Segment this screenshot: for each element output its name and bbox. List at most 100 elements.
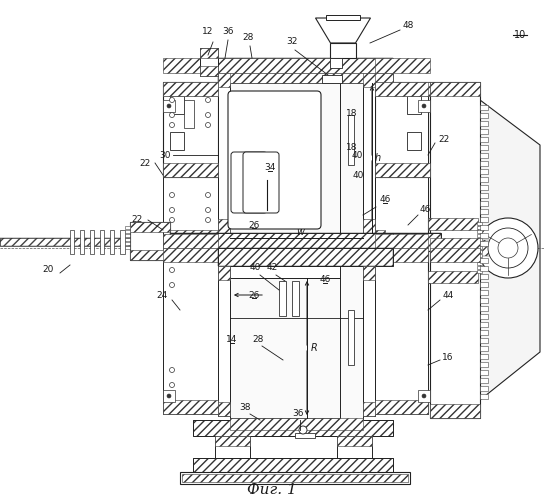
Bar bbox=[480, 129, 488, 134]
Bar bbox=[477, 234, 482, 237]
Bar bbox=[477, 250, 482, 253]
Bar bbox=[363, 266, 375, 280]
Bar bbox=[428, 218, 478, 230]
Bar bbox=[180, 472, 410, 484]
Bar bbox=[480, 233, 488, 238]
Bar bbox=[326, 15, 360, 20]
Text: R: R bbox=[311, 343, 317, 353]
Bar bbox=[348, 115, 354, 165]
Bar bbox=[125, 238, 130, 241]
Bar bbox=[477, 242, 482, 245]
Bar bbox=[163, 234, 218, 248]
Bar bbox=[480, 258, 488, 263]
Bar bbox=[480, 145, 488, 150]
Bar bbox=[337, 436, 372, 458]
Text: 46: 46 bbox=[379, 196, 391, 204]
Bar bbox=[230, 266, 363, 278]
Bar bbox=[478, 240, 508, 256]
Bar bbox=[70, 230, 74, 254]
Bar bbox=[348, 310, 354, 365]
Circle shape bbox=[206, 192, 211, 198]
Bar bbox=[230, 83, 363, 233]
Text: 12: 12 bbox=[202, 28, 214, 36]
Circle shape bbox=[206, 112, 211, 117]
Bar bbox=[218, 58, 393, 83]
Bar bbox=[200, 48, 218, 76]
Circle shape bbox=[478, 218, 538, 278]
Bar bbox=[193, 458, 393, 472]
Bar bbox=[0, 238, 163, 246]
Circle shape bbox=[206, 218, 211, 222]
Text: 16: 16 bbox=[442, 354, 454, 362]
Bar bbox=[163, 82, 218, 96]
Bar bbox=[218, 58, 393, 83]
Bar bbox=[375, 400, 428, 414]
Text: 48: 48 bbox=[403, 20, 413, 30]
Bar bbox=[480, 225, 488, 230]
Bar bbox=[480, 105, 488, 110]
Bar bbox=[480, 137, 488, 142]
Bar bbox=[480, 330, 488, 335]
Bar bbox=[295, 433, 315, 438]
Bar bbox=[480, 306, 488, 311]
Bar bbox=[393, 233, 441, 251]
Circle shape bbox=[170, 282, 175, 288]
Circle shape bbox=[170, 382, 175, 388]
Text: 38: 38 bbox=[239, 404, 251, 412]
Bar bbox=[375, 58, 430, 73]
Text: 42: 42 bbox=[267, 264, 277, 272]
Text: 28: 28 bbox=[252, 336, 264, 344]
Bar bbox=[337, 436, 372, 446]
Bar bbox=[363, 266, 375, 416]
Bar bbox=[163, 163, 218, 177]
Bar bbox=[480, 314, 488, 319]
Bar bbox=[480, 169, 488, 174]
Circle shape bbox=[170, 268, 175, 272]
Bar bbox=[477, 270, 482, 273]
Circle shape bbox=[170, 218, 175, 222]
Circle shape bbox=[167, 104, 171, 108]
Bar bbox=[480, 193, 488, 198]
Bar bbox=[375, 248, 428, 262]
Bar bbox=[477, 262, 482, 265]
Circle shape bbox=[206, 122, 211, 128]
Bar bbox=[200, 66, 218, 76]
Bar bbox=[375, 82, 428, 96]
Bar bbox=[184, 100, 194, 128]
Bar bbox=[125, 226, 130, 229]
Bar bbox=[480, 153, 488, 158]
Bar bbox=[480, 113, 488, 118]
Bar bbox=[430, 82, 480, 252]
Text: 22: 22 bbox=[438, 136, 450, 144]
Bar bbox=[480, 274, 488, 279]
Bar bbox=[407, 96, 421, 114]
Bar bbox=[218, 219, 230, 233]
Bar bbox=[322, 75, 342, 83]
Bar bbox=[375, 248, 428, 414]
Bar bbox=[182, 474, 408, 482]
Circle shape bbox=[170, 192, 175, 198]
Text: 26: 26 bbox=[248, 220, 259, 230]
Text: 24: 24 bbox=[156, 290, 168, 300]
Bar bbox=[163, 248, 218, 262]
Bar bbox=[125, 230, 130, 233]
Bar bbox=[100, 230, 104, 254]
Bar bbox=[130, 222, 170, 260]
Bar bbox=[428, 218, 478, 283]
Bar bbox=[480, 370, 488, 375]
Bar bbox=[218, 233, 393, 251]
Bar bbox=[218, 73, 230, 233]
Bar bbox=[170, 96, 184, 114]
Bar bbox=[480, 217, 488, 222]
Circle shape bbox=[498, 238, 518, 258]
Bar bbox=[477, 230, 482, 233]
Circle shape bbox=[170, 112, 175, 117]
Text: 40: 40 bbox=[351, 150, 363, 160]
Bar bbox=[218, 58, 393, 73]
Text: 46: 46 bbox=[419, 206, 431, 214]
Text: 26: 26 bbox=[248, 290, 259, 300]
Bar bbox=[330, 58, 342, 68]
Text: 28: 28 bbox=[242, 34, 254, 42]
Bar bbox=[200, 48, 218, 58]
Bar bbox=[477, 258, 482, 261]
